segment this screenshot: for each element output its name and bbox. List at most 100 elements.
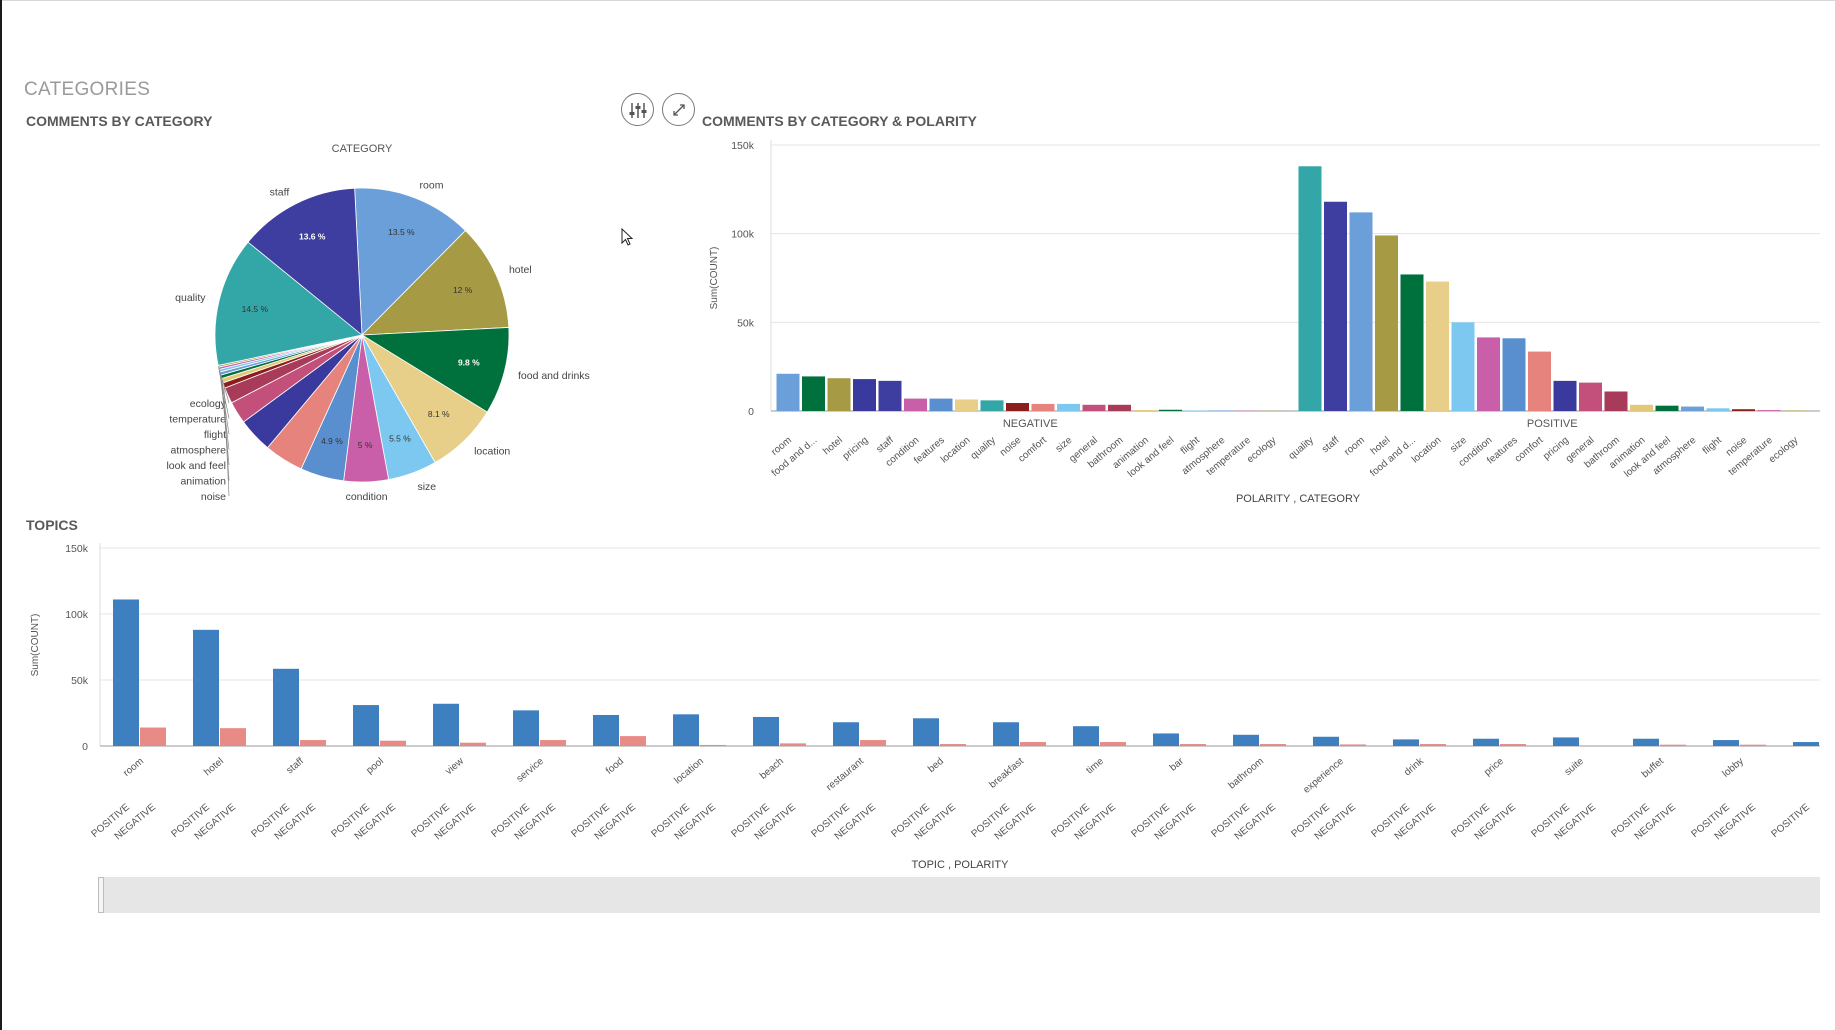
bar — [1681, 406, 1704, 411]
expand-button[interactable] — [662, 93, 695, 126]
topics-negative-bar — [380, 740, 406, 746]
topics-y-axis-label: Sum(COUNT) — [30, 614, 41, 677]
topics-negative-bar — [300, 740, 326, 746]
scrollbar-handle[interactable] — [98, 877, 104, 913]
topics-negative-bar — [220, 728, 246, 746]
pie-slice-value-label: 8.1 % — [428, 409, 450, 419]
window-top-border — [0, 0, 1835, 1]
expand-icon — [673, 104, 685, 116]
topics-positive-bar — [513, 710, 539, 746]
bar — [1400, 274, 1424, 411]
bar-category-label: comfort — [1016, 435, 1049, 465]
topics-negative-bar — [620, 736, 646, 746]
pie-slice-category-label: hotel — [509, 264, 532, 276]
pie-slice-category-label: atmosphere — [171, 445, 227, 457]
bar — [878, 380, 902, 411]
topics-y-tick-label: 100k — [65, 609, 89, 621]
sliders-icon — [629, 103, 647, 118]
pie-slice-value-label: 4.9 % — [321, 436, 343, 446]
topics-topic-label: beach — [758, 756, 786, 782]
bar-category-label: location — [939, 435, 972, 466]
bar — [1783, 410, 1806, 411]
topics-positive-bar — [1153, 733, 1179, 746]
topics-negative-bar — [1260, 744, 1286, 746]
topics-negative-bar — [860, 740, 886, 746]
topics-positive-bar — [353, 705, 379, 746]
topics-positive-bar — [673, 714, 699, 746]
topics-negative-bar — [1020, 742, 1046, 746]
topics-positive-bar — [1793, 742, 1819, 746]
topics-negative-bar — [1420, 744, 1446, 746]
pie-slice-category-label: temperature — [169, 414, 226, 426]
pie-slice-category-label: look and feel — [166, 460, 226, 472]
pie-slice — [360, 230, 510, 336]
bar — [929, 398, 953, 411]
bar — [1732, 409, 1755, 411]
pie-slice-category-label: location — [474, 446, 510, 458]
adjust-button[interactable] — [621, 93, 654, 126]
bar — [1324, 201, 1347, 411]
topics-topic-label: room — [121, 756, 146, 779]
bar — [1604, 391, 1628, 411]
pie-slice-category-label: quality — [175, 292, 206, 304]
topics-topic-label: restaurant — [824, 756, 866, 794]
sheet-title: CATEGORIES — [24, 79, 151, 100]
topics-topic-label: bed — [926, 756, 946, 775]
bar-category-label: room — [1342, 435, 1367, 458]
topics-x-axis-label: TOPIC , POLARITY — [912, 859, 1010, 871]
topics-positive-bar — [913, 718, 939, 746]
topics-topic-label: location — [672, 756, 705, 787]
bar-y-tick-label: 100k — [731, 229, 755, 241]
bar — [853, 379, 876, 411]
bar — [1375, 235, 1398, 411]
bar — [1630, 404, 1653, 411]
pie-slice-value-label: 13.5 % — [388, 227, 415, 237]
pie-slice-value-label: 9.8 % — [458, 357, 480, 367]
topics-negative-bar — [1340, 744, 1366, 746]
topics-negative-bar — [140, 727, 166, 746]
pie-slice-category-label: ecology — [190, 398, 227, 410]
topics-polarity-label: POSITIVE — [1770, 802, 1813, 840]
bar — [1210, 410, 1233, 411]
bar — [1349, 212, 1373, 411]
bar — [980, 400, 1004, 411]
bar — [1133, 410, 1157, 411]
pie-slice-category-label: size — [417, 481, 436, 493]
topics-y-tick-label: 50k — [71, 675, 89, 687]
topics-topic-label: lobby — [1721, 756, 1746, 780]
bar-category-label: staff — [1320, 435, 1342, 456]
topics-negative-bar — [700, 744, 726, 746]
bar — [1553, 380, 1577, 411]
pie-slice — [214, 241, 363, 366]
topics-positive-bar — [1073, 726, 1099, 746]
bar — [904, 398, 927, 411]
topics-positive-bar — [753, 716, 779, 746]
topics-positive-bar — [193, 629, 219, 746]
bar — [1477, 337, 1500, 411]
bar-group-label: NEGATIVE — [1003, 418, 1058, 430]
bar — [802, 376, 825, 411]
bar-category-label: comfort — [1513, 435, 1546, 465]
bar — [1426, 281, 1449, 411]
bar-y-tick-label: 150k — [731, 140, 755, 152]
bar — [1757, 410, 1781, 411]
pie-slice-category-label: room — [420, 180, 444, 192]
bar-category-label: quality — [969, 435, 998, 462]
topics-negative-bar — [780, 743, 806, 746]
topics-positive-bar — [113, 599, 139, 746]
topics-topic-label: food — [604, 756, 626, 777]
bar — [1451, 322, 1475, 411]
topics-positive-bar — [833, 722, 859, 746]
pie-slice-value-label: 12 % — [453, 285, 473, 295]
pie-chart-title: CATEGORY — [332, 143, 393, 155]
bar-y-axis-label: Sum(COUNT) — [709, 247, 720, 310]
topics-topic-label: buffet — [1640, 756, 1666, 781]
pie-slice-value-label: 13.6 % — [299, 232, 326, 242]
bar — [1298, 166, 1322, 411]
pie-slice — [354, 187, 467, 336]
chart-scrollbar[interactable] — [98, 877, 1820, 913]
pie-slice-value-label: 14.5 % — [242, 304, 269, 314]
pie-panel-title: COMMENTS BY CATEGORY — [26, 113, 213, 129]
topics-positive-bar — [993, 722, 1019, 746]
topics-topic-label: price — [1482, 756, 1506, 779]
